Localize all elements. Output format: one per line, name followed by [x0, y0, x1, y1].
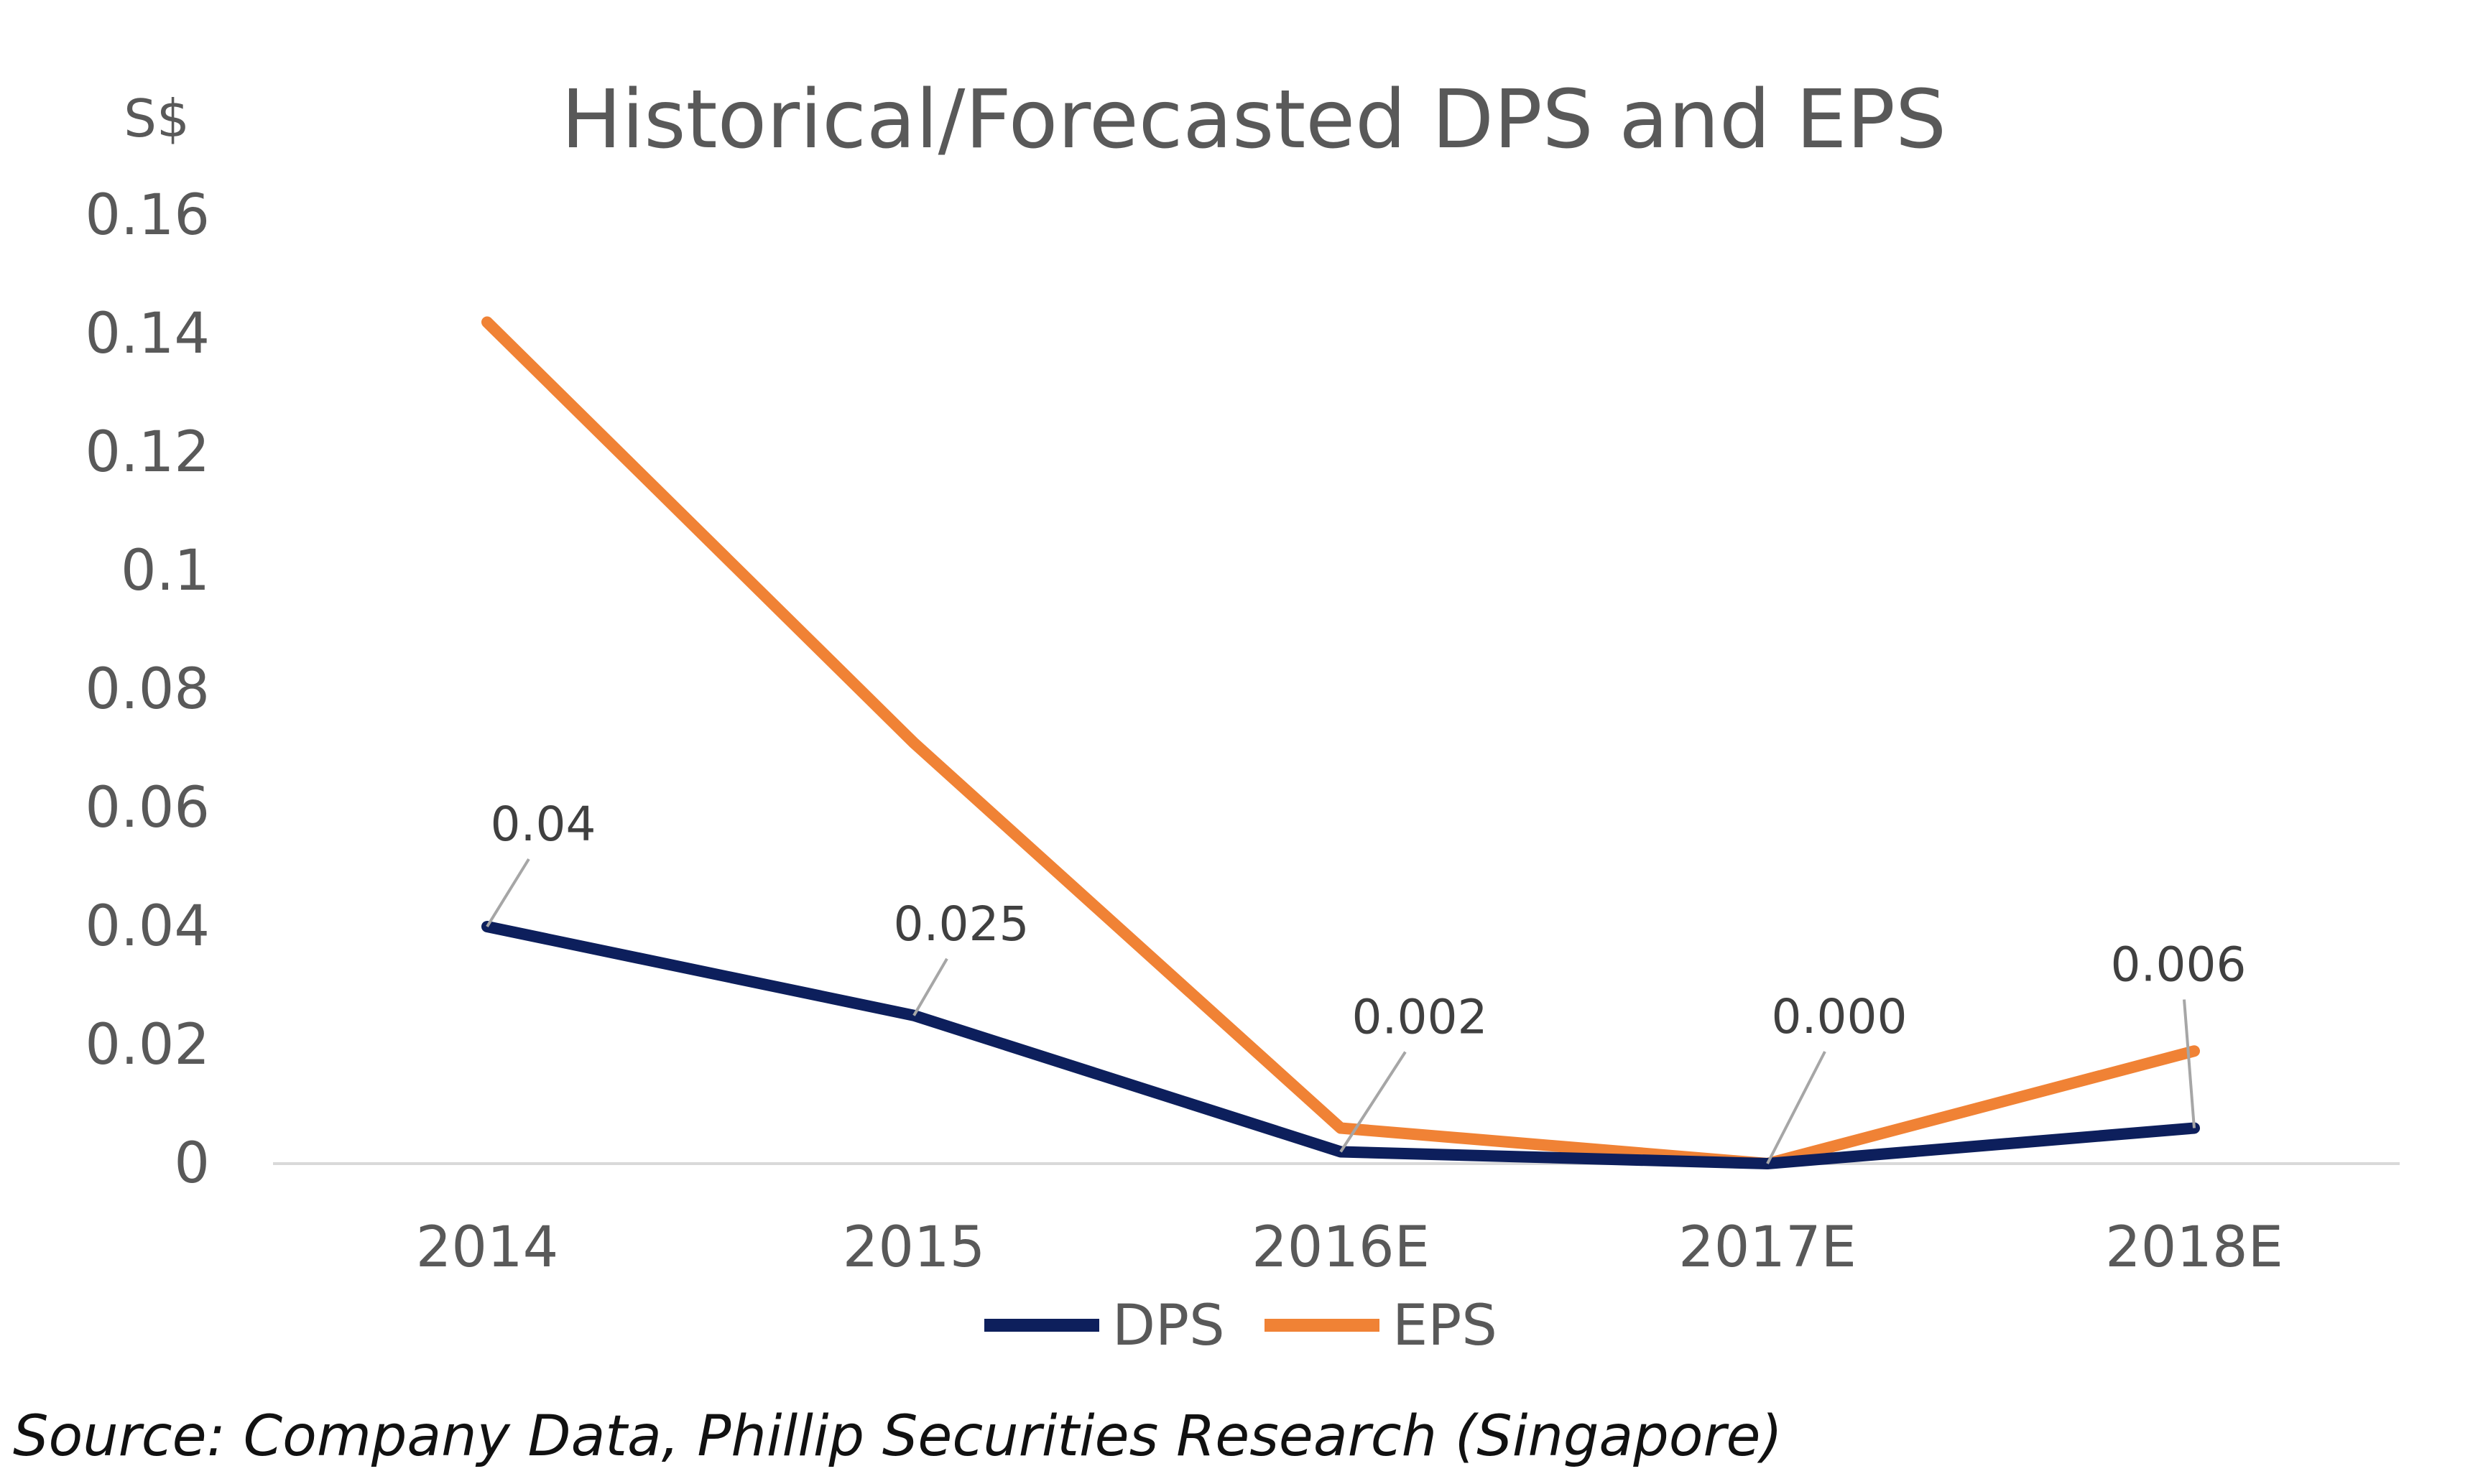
x-tick-label: 2014 — [416, 1215, 559, 1280]
series-line-eps — [481, 316, 2200, 1169]
y-tick-label: 0 — [174, 1131, 210, 1196]
y-tick-label: 0.14 — [85, 302, 210, 366]
y-tick-label: 0.02 — [85, 1013, 210, 1077]
y-tick-label: 0.06 — [85, 776, 210, 840]
y-tick-label: 0.08 — [85, 657, 210, 722]
y-tick-label: 0.12 — [85, 420, 210, 485]
y-axis-ticks: 0 0.02 0.04 0.06 0.08 0.1 0.12 0.14 0.16 — [85, 183, 210, 1196]
data-label-leader — [1766, 1051, 1826, 1164]
x-tick-label: 2015 — [843, 1215, 986, 1280]
x-axis: 2014 2015 2016E 2017E 2018E — [273, 1162, 2400, 1280]
data-label-leader — [912, 957, 948, 1016]
data-label: 0.04 — [491, 797, 596, 852]
legend-label-dps: DPS — [1112, 1294, 1225, 1358]
y-tick-label: 0.1 — [121, 539, 210, 603]
series-lines — [481, 316, 2200, 1169]
data-label-leader — [2183, 999, 2196, 1128]
legend: DPS EPS — [984, 1294, 1497, 1358]
x-tick-label: 2016E — [1252, 1215, 1430, 1280]
x-tick-label: 2017E — [1678, 1215, 1857, 1280]
data-label: 0.025 — [894, 896, 1030, 952]
y-tick-label: 0.04 — [85, 894, 210, 959]
data-label: 0.002 — [1352, 990, 1488, 1045]
y-tick-label: 0.16 — [85, 183, 210, 248]
data-label-leader — [1339, 1051, 1407, 1153]
chart-title: Historical/Forecasted DPS and EPS — [561, 73, 1946, 167]
x-tick-label: 2018E — [2105, 1215, 2283, 1280]
data-label-leader — [486, 858, 530, 928]
source-note: Source: Company Data, Phillip Securities… — [13, 1404, 1783, 1469]
data-labels: 0.04 0.025 0.002 0.000 0.006 — [486, 797, 2247, 1164]
data-label: 0.006 — [2111, 937, 2247, 993]
y-axis-unit: S$ — [124, 88, 190, 149]
data-label: 0.000 — [1772, 989, 1908, 1044]
legend-label-eps: EPS — [1392, 1294, 1497, 1358]
